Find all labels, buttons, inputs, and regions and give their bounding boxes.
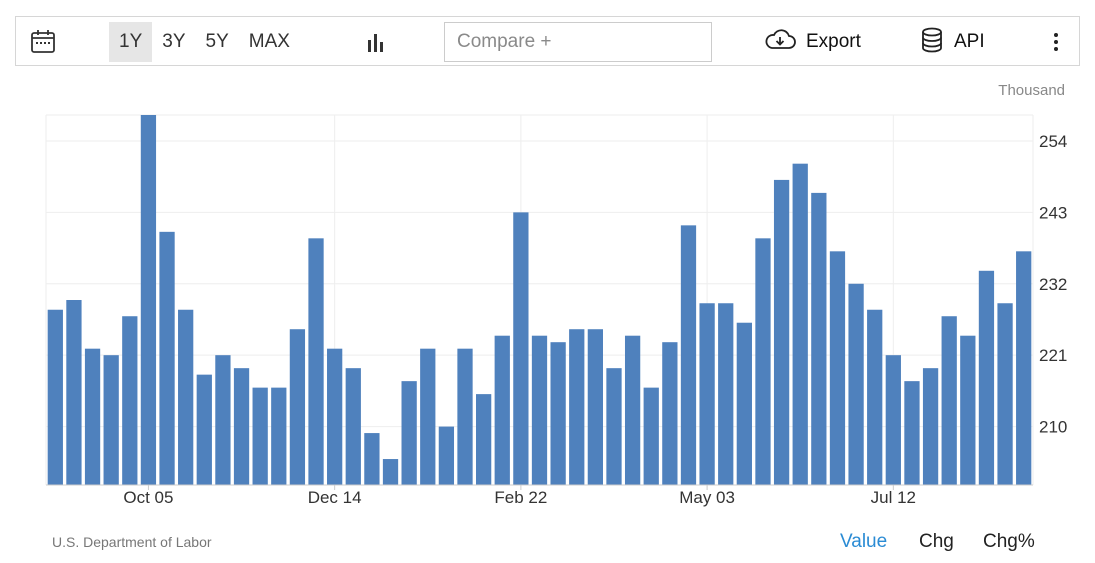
bar[interactable] bbox=[178, 309, 194, 485]
bar[interactable] bbox=[364, 433, 380, 485]
bar[interactable] bbox=[736, 322, 752, 485]
bar[interactable] bbox=[680, 225, 697, 485]
bar[interactable] bbox=[978, 270, 995, 485]
bar[interactable] bbox=[587, 329, 603, 485]
bar[interactable] bbox=[84, 348, 101, 485]
range-max-button[interactable]: MAX bbox=[248, 31, 290, 52]
bar[interactable] bbox=[122, 316, 138, 485]
export-button[interactable]: Export bbox=[764, 22, 861, 62]
y-tick-label: 221 bbox=[1039, 346, 1067, 365]
bar-chart-icon[interactable] bbox=[365, 31, 387, 53]
bar[interactable] bbox=[215, 355, 231, 485]
bar[interactable] bbox=[401, 381, 417, 485]
bar[interactable] bbox=[606, 368, 622, 485]
bar[interactable] bbox=[345, 368, 361, 485]
bar[interactable] bbox=[159, 231, 175, 485]
more-vertical-icon[interactable] bbox=[1046, 30, 1066, 54]
bar[interactable] bbox=[773, 179, 790, 485]
bar[interactable] bbox=[438, 426, 455, 485]
bar[interactable] bbox=[829, 251, 846, 485]
cloud-download-icon bbox=[764, 28, 796, 56]
bar[interactable] bbox=[755, 238, 771, 485]
bar[interactable] bbox=[140, 115, 157, 485]
bar[interactable] bbox=[550, 342, 566, 485]
bar[interactable] bbox=[922, 368, 939, 485]
x-tick-label: May 03 bbox=[679, 488, 735, 507]
bar[interactable] bbox=[699, 303, 715, 485]
bar[interactable] bbox=[103, 355, 119, 485]
mode-chg-percent-button[interactable]: Chg% bbox=[983, 531, 1035, 552]
bar[interactable] bbox=[848, 283, 864, 485]
bar[interactable] bbox=[271, 387, 287, 485]
bar[interactable] bbox=[960, 335, 976, 485]
bar[interactable] bbox=[476, 394, 492, 485]
bar[interactable] bbox=[624, 335, 641, 485]
bar[interactable] bbox=[457, 348, 473, 485]
bar[interactable] bbox=[718, 303, 734, 485]
bar[interactable] bbox=[643, 387, 659, 485]
bar[interactable] bbox=[792, 163, 808, 485]
x-tick-label: Feb 22 bbox=[494, 488, 547, 507]
x-tick-label: Dec 14 bbox=[308, 488, 362, 507]
bar[interactable] bbox=[47, 309, 63, 485]
bar[interactable] bbox=[885, 355, 901, 485]
y-tick-label: 210 bbox=[1039, 418, 1067, 437]
api-button[interactable]: API bbox=[920, 22, 985, 62]
compare-input[interactable] bbox=[444, 22, 712, 62]
bar[interactable] bbox=[233, 368, 250, 485]
export-label: Export bbox=[806, 31, 861, 52]
bar[interactable] bbox=[569, 329, 585, 485]
api-label: API bbox=[954, 31, 985, 52]
range-5y-button[interactable]: 5Y bbox=[205, 31, 229, 52]
bar[interactable] bbox=[66, 300, 82, 485]
calendar-icon[interactable] bbox=[30, 29, 56, 55]
database-icon bbox=[920, 27, 944, 58]
bar[interactable] bbox=[997, 303, 1013, 485]
mode-chg-button[interactable]: Chg bbox=[919, 531, 954, 552]
y-tick-label: 243 bbox=[1039, 203, 1067, 222]
bar-chart: 210 221 232 243 254 Oct 05 Dec 14 Feb 22 May 03 J… bbox=[45, 114, 1067, 507]
bar[interactable] bbox=[494, 335, 510, 485]
range-3y-button[interactable]: 3Y bbox=[162, 31, 186, 52]
bar[interactable] bbox=[308, 238, 324, 485]
bar[interactable] bbox=[513, 212, 529, 485]
unit-label: Thousand bbox=[998, 82, 1065, 99]
bar[interactable] bbox=[811, 192, 827, 485]
source-label: U.S. Department of Labor bbox=[52, 534, 212, 550]
x-tick-label: Jul 12 bbox=[871, 488, 916, 507]
bar[interactable] bbox=[941, 316, 957, 485]
bar[interactable] bbox=[327, 348, 343, 485]
range-selector: 1Y 3Y 5Y MAX bbox=[109, 22, 300, 62]
bar-series bbox=[47, 115, 1032, 485]
range-1y-button[interactable]: 1Y bbox=[109, 22, 153, 62]
bar[interactable] bbox=[1016, 251, 1032, 485]
bar[interactable] bbox=[289, 329, 306, 485]
y-tick-label: 232 bbox=[1039, 275, 1067, 294]
x-tick-label: Oct 05 bbox=[123, 488, 173, 507]
bar[interactable] bbox=[867, 309, 883, 485]
bar[interactable] bbox=[904, 381, 920, 485]
bar[interactable] bbox=[382, 459, 399, 485]
y-tick-label: 254 bbox=[1039, 132, 1067, 151]
bar[interactable] bbox=[252, 387, 268, 485]
chart-toolbar: 1Y 3Y 5Y MAX Export bbox=[15, 16, 1080, 66]
mode-value-button[interactable]: Value bbox=[840, 531, 888, 552]
bar[interactable] bbox=[531, 335, 548, 485]
bar[interactable] bbox=[196, 374, 212, 485]
bar[interactable] bbox=[420, 348, 436, 485]
bar[interactable] bbox=[662, 342, 678, 485]
